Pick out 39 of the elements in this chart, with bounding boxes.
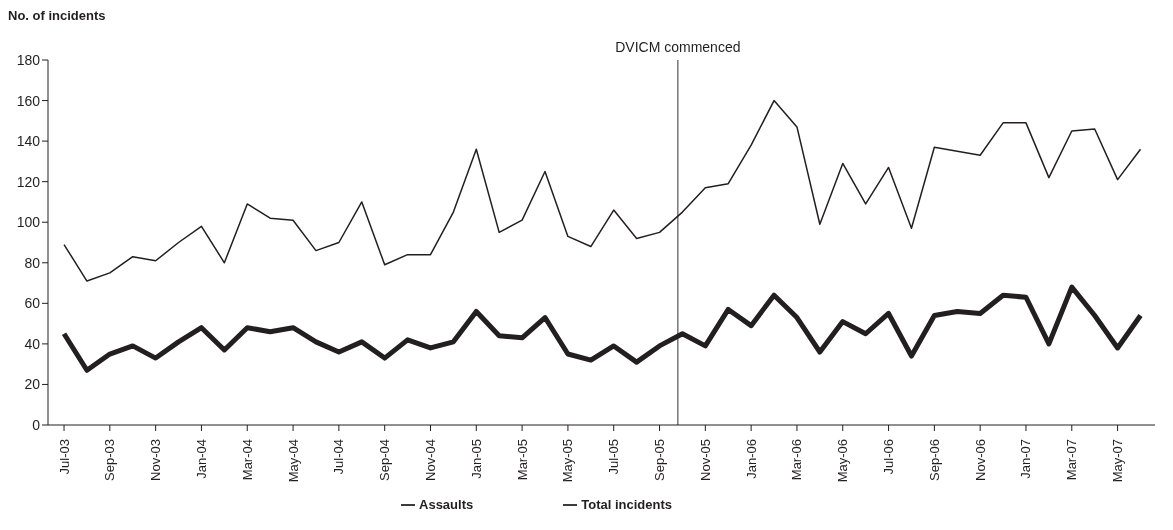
x-tick-label: Nov-04 (422, 439, 438, 481)
x-tick-label: Jul-05 (606, 439, 622, 475)
x-tick-label: Jul-04 (331, 439, 347, 475)
y-tick-label: 100 (16, 214, 41, 231)
x-tick-label: Jan-07 (1018, 439, 1034, 479)
y-tick-label: 180 (16, 51, 41, 68)
x-tick-label: Jul-03 (56, 439, 72, 475)
line-series (63, 99, 1142, 282)
x-tick-label: Nov-03 (148, 439, 164, 481)
x-tick-label: Mar-05 (514, 439, 530, 481)
x-tick-label: Jul-06 (881, 439, 897, 475)
y-tick-label: 40 (24, 335, 41, 352)
x-tick-label: Nov-05 (697, 439, 713, 481)
y-tick-label: 160 (16, 92, 41, 109)
legend-label: Assaults (419, 497, 474, 512)
y-tick-label: 0 (32, 416, 41, 433)
x-tick-label: Jan-04 (193, 439, 209, 479)
ref-line-label: DVICM commenced (615, 39, 741, 55)
x-tick-label: May-07 (1110, 439, 1126, 483)
x-tick-label: Mar-07 (1064, 439, 1080, 481)
x-tick-label: Nov-06 (972, 439, 988, 481)
x-tick-label: Sep-03 (102, 439, 118, 481)
x-tick-label: Mar-06 (789, 439, 805, 481)
x-tick-label: Sep-04 (377, 439, 393, 481)
x-tick-label: May-06 (835, 439, 851, 483)
y-tick-label: 60 (24, 295, 41, 312)
x-tick-label: Jan-06 (743, 439, 759, 479)
x-tick-label: Mar-04 (239, 439, 255, 481)
x-tick-label: Jan-05 (468, 439, 484, 479)
y-tick-label: 20 (24, 376, 41, 393)
y-tick-label: 140 (16, 133, 41, 150)
y-axis-title: No. of incidents (8, 8, 107, 25)
y-tick-label: 80 (24, 254, 41, 271)
x-tick-label: May-05 (560, 439, 576, 483)
legend-label: Total incidents (581, 497, 672, 512)
y-tick-label: 120 (16, 173, 41, 190)
x-tick-label: Sep-05 (652, 439, 668, 481)
x-tick-label: May-04 (285, 439, 301, 483)
x-tick-label: Sep-06 (926, 439, 942, 481)
